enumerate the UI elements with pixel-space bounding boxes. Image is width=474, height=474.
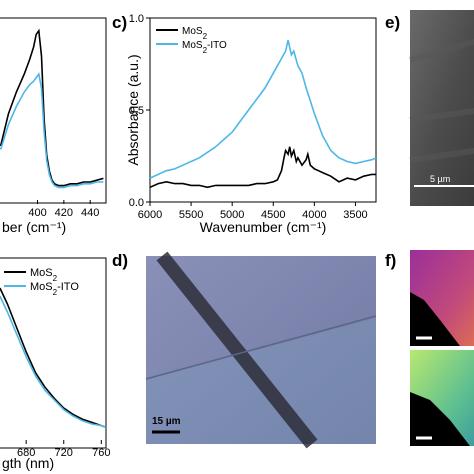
- series-line-0: [0, 287, 107, 428]
- mapping-panel: f): [385, 250, 474, 446]
- y-tick-label: 0.5: [129, 105, 144, 117]
- panel-label-d: d): [112, 251, 128, 270]
- x-axis-label: gth (nm): [2, 455, 54, 471]
- series-line-0: [149, 146, 376, 189]
- x-tick-label: 680: [17, 447, 35, 459]
- series-line-1: [0, 72, 104, 189]
- map-top: [410, 250, 474, 346]
- optical-micrograph-panel: d) 15 µm: [112, 251, 377, 449]
- pl-chart-partial: 680 720 760 MoS2 MoS2-ITO gth (nm): [0, 257, 110, 471]
- panel-label-c: c): [112, 13, 127, 32]
- scalebar-e-label: 5 µm: [430, 174, 450, 184]
- x-tick-label: 4000: [302, 209, 326, 221]
- x-tick-label: 4500: [261, 209, 285, 221]
- x-tick-label: 420: [55, 207, 73, 219]
- series-line-0: [0, 28, 104, 187]
- legend-label-1: MoS2-ITO: [182, 40, 227, 55]
- diagonal-stripe: [156, 251, 318, 449]
- x-tick-label: 3500: [343, 209, 367, 221]
- substrate-edge: [145, 315, 377, 380]
- y-tick-label: 0.0: [129, 197, 144, 209]
- afm-image-panel: e) 5 µm: [385, 10, 474, 206]
- x-tick-label: 5500: [179, 209, 203, 221]
- x-tick-label: 6000: [138, 209, 162, 221]
- legend-label-mos2-ito: MoS2-ITO: [30, 281, 79, 297]
- x-tick-label: 400: [28, 207, 46, 219]
- series-line-1: [0, 295, 107, 428]
- y-axis-label: Absorbance (a.u.): [125, 54, 141, 165]
- plot-frame: [0, 257, 107, 449]
- afm-texture: [409, 38, 474, 163]
- legend-label-mos2: MoS2: [30, 267, 58, 283]
- absorbance-chart: c) 6000 5500 5000 4500 4000 3500 0.0 0.5 1.0 MoS2…: [112, 13, 377, 235]
- series-line-1: [149, 39, 377, 179]
- legend-label-0: MoS2: [182, 26, 208, 41]
- x-axis-label: ber (cm⁻¹): [2, 219, 66, 235]
- x-tick-label: 440: [81, 207, 99, 219]
- x-tick-label: 760: [92, 447, 110, 459]
- raman-chart-partial: 400 420 440 ber (cm⁻¹): [0, 17, 107, 235]
- y-tick-label: 1.0: [129, 13, 144, 25]
- panel-label-e: e): [385, 13, 400, 32]
- x-tick-label: 720: [55, 447, 73, 459]
- map-bottom: [410, 350, 474, 446]
- plot-frame: [0, 17, 107, 204]
- scalebar-d-label: 15 µm: [152, 416, 181, 427]
- x-axis-label: Wavenumber (cm⁻¹): [200, 219, 327, 235]
- x-tick-label: 5000: [220, 209, 244, 221]
- panel-label-f: f): [385, 251, 396, 270]
